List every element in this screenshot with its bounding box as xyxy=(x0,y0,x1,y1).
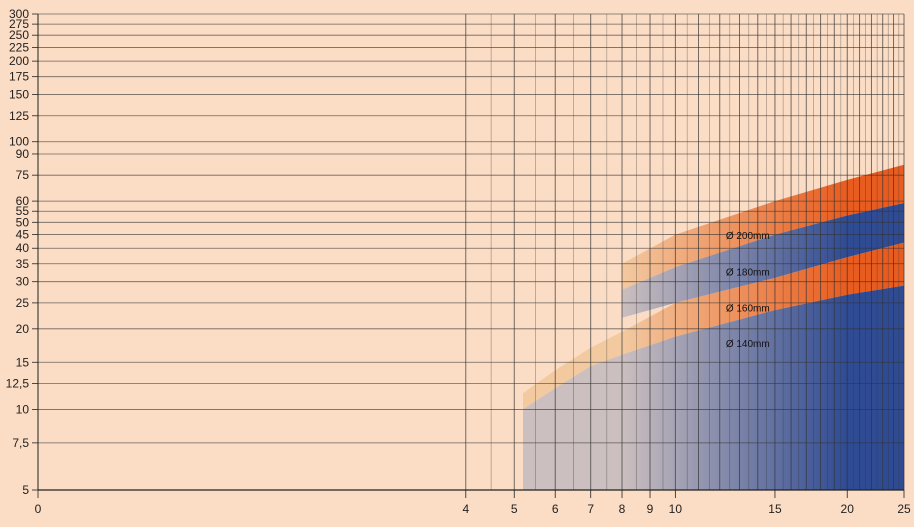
band-label: Ø 160mm xyxy=(726,303,770,314)
band-180mm xyxy=(622,203,904,318)
x-tick-label: 9 xyxy=(647,502,654,516)
y-tick-label: 10 xyxy=(16,402,30,416)
band-labels: Ø 200mm Ø 180mm Ø 160mm Ø 140mm xyxy=(726,231,770,350)
band-140mm xyxy=(523,285,904,490)
y-tick-label: 35 xyxy=(16,257,30,271)
y-tick-label: 12,5 xyxy=(6,376,30,390)
y-tick-label: 5 xyxy=(22,483,29,497)
y-tick-label: 40 xyxy=(16,241,30,255)
x-tick-label: 7 xyxy=(587,502,594,516)
x-tick-label: 6 xyxy=(552,502,559,516)
y-tick-label: 50 xyxy=(16,215,30,229)
x-tick-label: 15 xyxy=(768,502,782,516)
band-label: Ø 180mm xyxy=(726,267,770,278)
band-200mm xyxy=(622,164,904,290)
y-tick-label: 200 xyxy=(9,54,29,68)
x-tick-label: 0 xyxy=(35,502,42,516)
y-tick-label: 30 xyxy=(16,275,30,289)
x-tick-label: 25 xyxy=(897,502,911,516)
y-tick-label: 45 xyxy=(16,228,30,242)
bands xyxy=(523,164,904,490)
y-tick-label: 150 xyxy=(9,88,29,102)
y-tick-label: 225 xyxy=(9,40,29,54)
y-tick-label: 55 xyxy=(16,204,30,218)
y-tick-label: 7,5 xyxy=(12,436,29,450)
y-tick-label: 175 xyxy=(9,70,29,84)
y-tick-label: 300 xyxy=(9,7,29,21)
band-160mm xyxy=(523,242,904,410)
y-tick-label: 250 xyxy=(9,28,29,42)
band-label: Ø 140mm xyxy=(726,339,770,350)
band-label: Ø 200mm xyxy=(726,231,770,242)
x-tick-label: 8 xyxy=(619,502,626,516)
y-tick-label: 90 xyxy=(16,147,30,161)
y-tick-label: 125 xyxy=(9,109,29,123)
grid xyxy=(38,13,905,491)
x-tick-label: 10 xyxy=(669,502,683,516)
x-tick-label: 20 xyxy=(841,502,855,516)
y-tick-label: 20 xyxy=(16,322,30,336)
y-tick-label: 275 xyxy=(9,17,29,31)
y-tick-label: 25 xyxy=(16,296,30,310)
axes: 57,51012,5152025303540455055607590100125… xyxy=(6,7,911,516)
y-tick-label: 15 xyxy=(16,355,30,369)
y-tick-label: 75 xyxy=(16,168,30,182)
y-tick-label: 100 xyxy=(9,135,29,149)
x-tick-label: 4 xyxy=(462,502,469,516)
y-tick-label: 60 xyxy=(16,194,30,208)
x-tick-label: 5 xyxy=(511,502,518,516)
